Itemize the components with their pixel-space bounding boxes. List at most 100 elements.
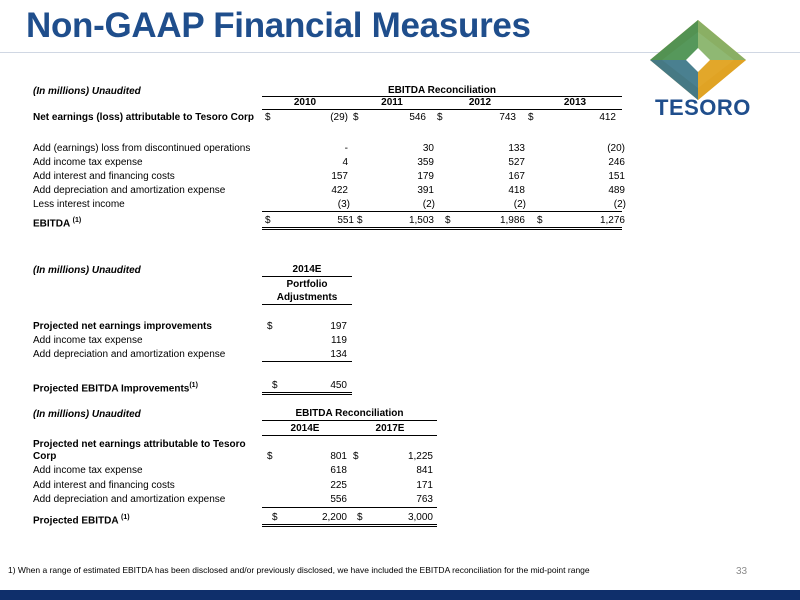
table1-cell: - bbox=[344, 143, 348, 154]
table3-header-rule bbox=[262, 420, 437, 421]
table1-total-double-rule bbox=[262, 227, 622, 230]
currency-symbol: $ bbox=[267, 321, 273, 332]
currency-symbol: $ bbox=[267, 451, 273, 462]
table1-cell: 246 bbox=[608, 157, 625, 168]
table3-year-2017e: 2017E bbox=[375, 423, 405, 434]
table1-row-label: Net earnings (loss) attributable to Teso… bbox=[33, 112, 254, 123]
table1-total-cell: 551 bbox=[337, 215, 354, 226]
table3-total-double-rule bbox=[262, 524, 437, 527]
table3-row-label: Add income tax expense bbox=[33, 465, 143, 476]
table1-cell: (20) bbox=[607, 143, 625, 154]
table2-total-cell: 450 bbox=[330, 380, 347, 391]
table3-row-label: Add depreciation and amortization expens… bbox=[33, 494, 226, 505]
table1-cell: 412 bbox=[599, 112, 616, 123]
table2-col-label-1: Portfolio bbox=[286, 279, 328, 290]
table1-cell: (3) bbox=[337, 199, 350, 210]
footer-bar bbox=[0, 590, 800, 600]
table3-group-header: EBITDA Reconciliation bbox=[295, 408, 404, 419]
table1-cell: 546 bbox=[409, 112, 426, 123]
table1-total-cell: 1,986 bbox=[499, 215, 525, 226]
currency-symbol: $ bbox=[357, 215, 363, 226]
table3-unit-note: (In millions) Unaudited bbox=[33, 409, 141, 420]
table1-cell: 30 bbox=[422, 143, 434, 154]
tesoro-logo-icon bbox=[650, 20, 746, 100]
table3-cell: 225 bbox=[330, 480, 347, 491]
currency-symbol: $ bbox=[265, 112, 271, 123]
table2-total-label: Projected EBITDA Improvements(1) bbox=[33, 382, 198, 395]
table2-unit-note: (In millions) Unaudited bbox=[33, 265, 141, 276]
currency-symbol: $ bbox=[265, 215, 271, 226]
table2-row-label: Add income tax expense bbox=[33, 335, 143, 346]
table3-total-cell: 2,200 bbox=[321, 512, 347, 523]
table1-row-label: Add interest and financing costs bbox=[33, 171, 175, 182]
currency-symbol: $ bbox=[528, 112, 534, 123]
table3-row-label-line1: Projected net earnings attributable to T… bbox=[33, 439, 246, 450]
table3-year-2014e: 2014E bbox=[290, 423, 320, 434]
table1-cell: 489 bbox=[608, 185, 625, 196]
table2-col-label-2: Adjustments bbox=[276, 292, 338, 303]
table2-total-double-rule bbox=[262, 392, 352, 395]
table2-col-rule bbox=[262, 304, 352, 305]
table1-subtotal-rule bbox=[262, 211, 622, 212]
table1-year-2010: 2010 bbox=[293, 97, 317, 108]
table1-row-label: Add (earnings) loss from discontinued op… bbox=[33, 143, 251, 154]
table1-year-2011: 2011 bbox=[381, 97, 403, 108]
table1-cell: 527 bbox=[508, 157, 525, 168]
title-divider bbox=[0, 52, 800, 53]
table2-subtotal-rule bbox=[262, 361, 352, 362]
table1-cell: 743 bbox=[499, 112, 516, 123]
currency-symbol: $ bbox=[353, 451, 359, 462]
table1-year-2012: 2012 bbox=[468, 97, 492, 108]
table1-cell: 418 bbox=[508, 185, 525, 196]
table1-row-label: Add depreciation and amortization expens… bbox=[33, 185, 226, 196]
table1-cell: 179 bbox=[417, 171, 434, 182]
page-number: 33 bbox=[736, 566, 748, 577]
table1-cell: (2) bbox=[613, 199, 626, 210]
table1-unit-note: (In millions) Unaudited bbox=[33, 86, 141, 97]
currency-symbol: $ bbox=[353, 112, 359, 123]
currency-symbol: $ bbox=[537, 215, 543, 226]
table1-cell: 157 bbox=[331, 171, 348, 182]
footnote: 1) When a range of estimated EBITDA has … bbox=[8, 565, 590, 575]
table3-cell: 841 bbox=[416, 465, 433, 476]
table2-year: 2014E bbox=[292, 264, 322, 275]
table2-cell: 119 bbox=[331, 335, 347, 346]
table2-header-rule bbox=[262, 276, 352, 277]
currency-symbol: $ bbox=[445, 215, 451, 226]
table1-year-rule bbox=[262, 109, 622, 110]
table1-cell: 422 bbox=[331, 185, 348, 196]
table3-cell: 171 bbox=[416, 480, 433, 491]
table3-cell: 763 bbox=[416, 494, 433, 505]
table1-year-2013: 2013 bbox=[563, 97, 587, 108]
table1-group-header: EBITDA Reconciliation bbox=[388, 85, 496, 96]
table3-year-rule bbox=[262, 435, 437, 436]
currency-symbol: $ bbox=[357, 512, 363, 523]
table2-row-label: Add depreciation and amortization expens… bbox=[33, 349, 226, 360]
table1-cell: (2) bbox=[422, 199, 435, 210]
table3-row-label: Add interest and financing costs bbox=[33, 480, 175, 491]
currency-symbol: $ bbox=[272, 512, 278, 523]
table1-header-rule bbox=[262, 96, 622, 97]
table3-subtotal-rule bbox=[262, 507, 437, 508]
logo-wordmark: TESORO bbox=[655, 95, 751, 120]
table1-row-label: Less interest income bbox=[33, 199, 125, 210]
currency-symbol: $ bbox=[437, 112, 443, 123]
table3-cell: 618 bbox=[330, 465, 347, 476]
table3-cell: 1,225 bbox=[407, 451, 433, 462]
table2-cell: 197 bbox=[330, 321, 347, 332]
table3-total-label: Projected EBITDA (1) bbox=[33, 514, 130, 527]
table1-cell: 167 bbox=[508, 171, 525, 182]
page-title: Non-GAAP Financial Measures bbox=[26, 6, 531, 45]
table3-row-label-line2: Corp bbox=[33, 451, 57, 462]
table3-cell: 556 bbox=[330, 494, 347, 505]
table2-row-label: Projected net earnings improvements bbox=[33, 321, 212, 332]
table1-cell: (29) bbox=[330, 112, 348, 123]
table1-total-cell: 1,276 bbox=[599, 215, 625, 226]
table1-cell: 391 bbox=[417, 185, 434, 196]
table2-cell: 134 bbox=[330, 349, 347, 360]
table1-cell: 151 bbox=[608, 171, 625, 182]
table1-cell: 359 bbox=[417, 157, 434, 168]
table1-row-label: Add income tax expense bbox=[33, 157, 143, 168]
table1-cell: 133 bbox=[508, 143, 525, 154]
currency-symbol: $ bbox=[272, 380, 278, 391]
